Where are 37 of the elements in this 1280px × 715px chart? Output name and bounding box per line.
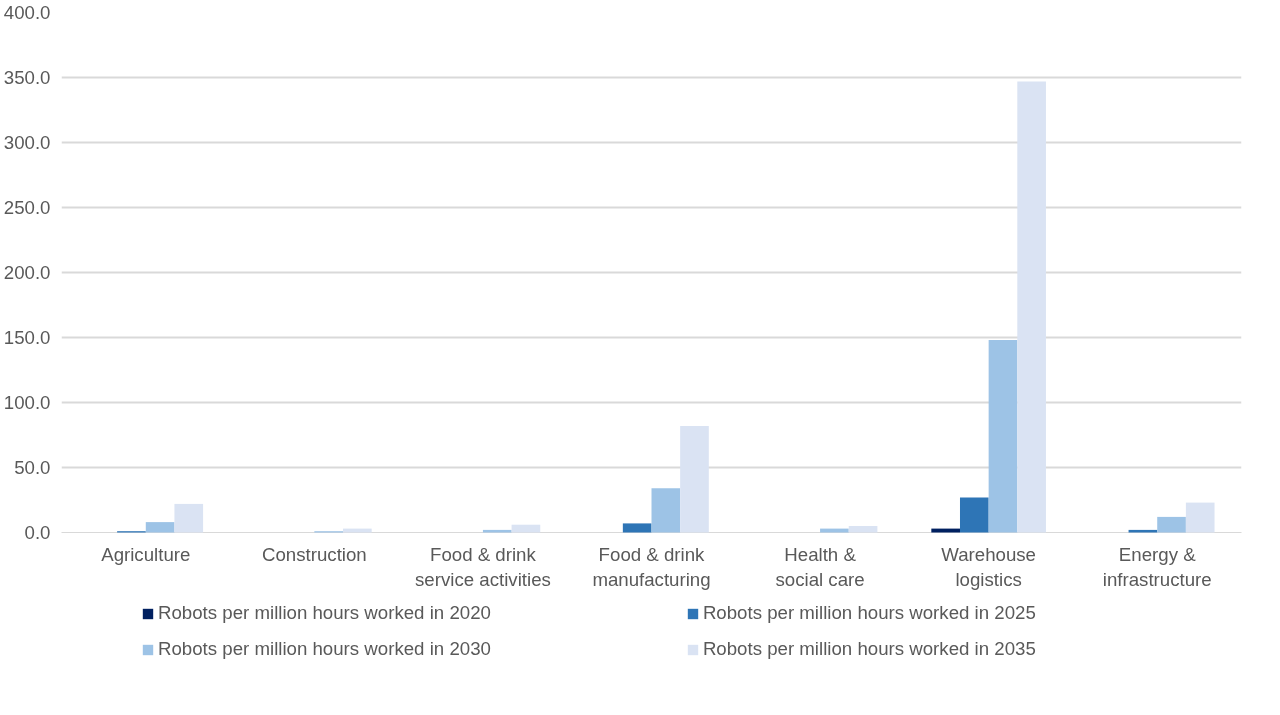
bar: [622, 523, 652, 533]
y-tick-label: 250.0: [3, 197, 51, 218]
bar: [343, 528, 372, 533]
y-tick-label: 400.0: [3, 2, 51, 23]
bar: [1128, 529, 1158, 533]
legend-label: Robots per million hours worked in 2030: [158, 638, 491, 660]
bar: [511, 524, 541, 533]
y-tick-label: 50.0: [14, 457, 51, 478]
x-tick-label: Health & social care: [775, 543, 865, 590]
bar: [988, 340, 1018, 533]
x-tick-label: Agriculture: [101, 543, 191, 565]
bar: [482, 529, 512, 533]
legend-label: Robots per million hours worked in 2035: [702, 638, 1036, 660]
x-tick-label: Food & drink service activities: [415, 543, 551, 590]
y-tick-label: 200.0: [3, 262, 51, 283]
x-tick-label: Warehouse logistics: [941, 543, 1037, 590]
legend-label: Robots per million hours worked in 2020: [158, 602, 491, 624]
legend-label: Robots per million hours worked in 2025: [702, 602, 1036, 624]
bar: [680, 425, 709, 533]
x-tick-label: Food & drink manufacturing: [592, 543, 711, 590]
y-tick-label: 300.0: [3, 132, 51, 153]
bar: [145, 522, 175, 533]
y-tick-label: 150.0: [3, 327, 51, 348]
x-tick-label: Energy & infrastructure: [1102, 543, 1212, 590]
bar: [959, 497, 989, 533]
bar: [820, 528, 849, 533]
bar: [1157, 516, 1186, 533]
bar: [848, 526, 878, 533]
x-tick-label: Construction: [261, 543, 367, 565]
bar: [651, 488, 681, 533]
bar: [1185, 502, 1215, 533]
bar: [1017, 81, 1046, 533]
y-tick-label: 0.0: [24, 522, 51, 543]
bar: [174, 503, 204, 533]
y-tick-label: 100.0: [3, 392, 51, 413]
y-tick-label: 350.0: [3, 67, 51, 88]
bar: [931, 528, 960, 533]
